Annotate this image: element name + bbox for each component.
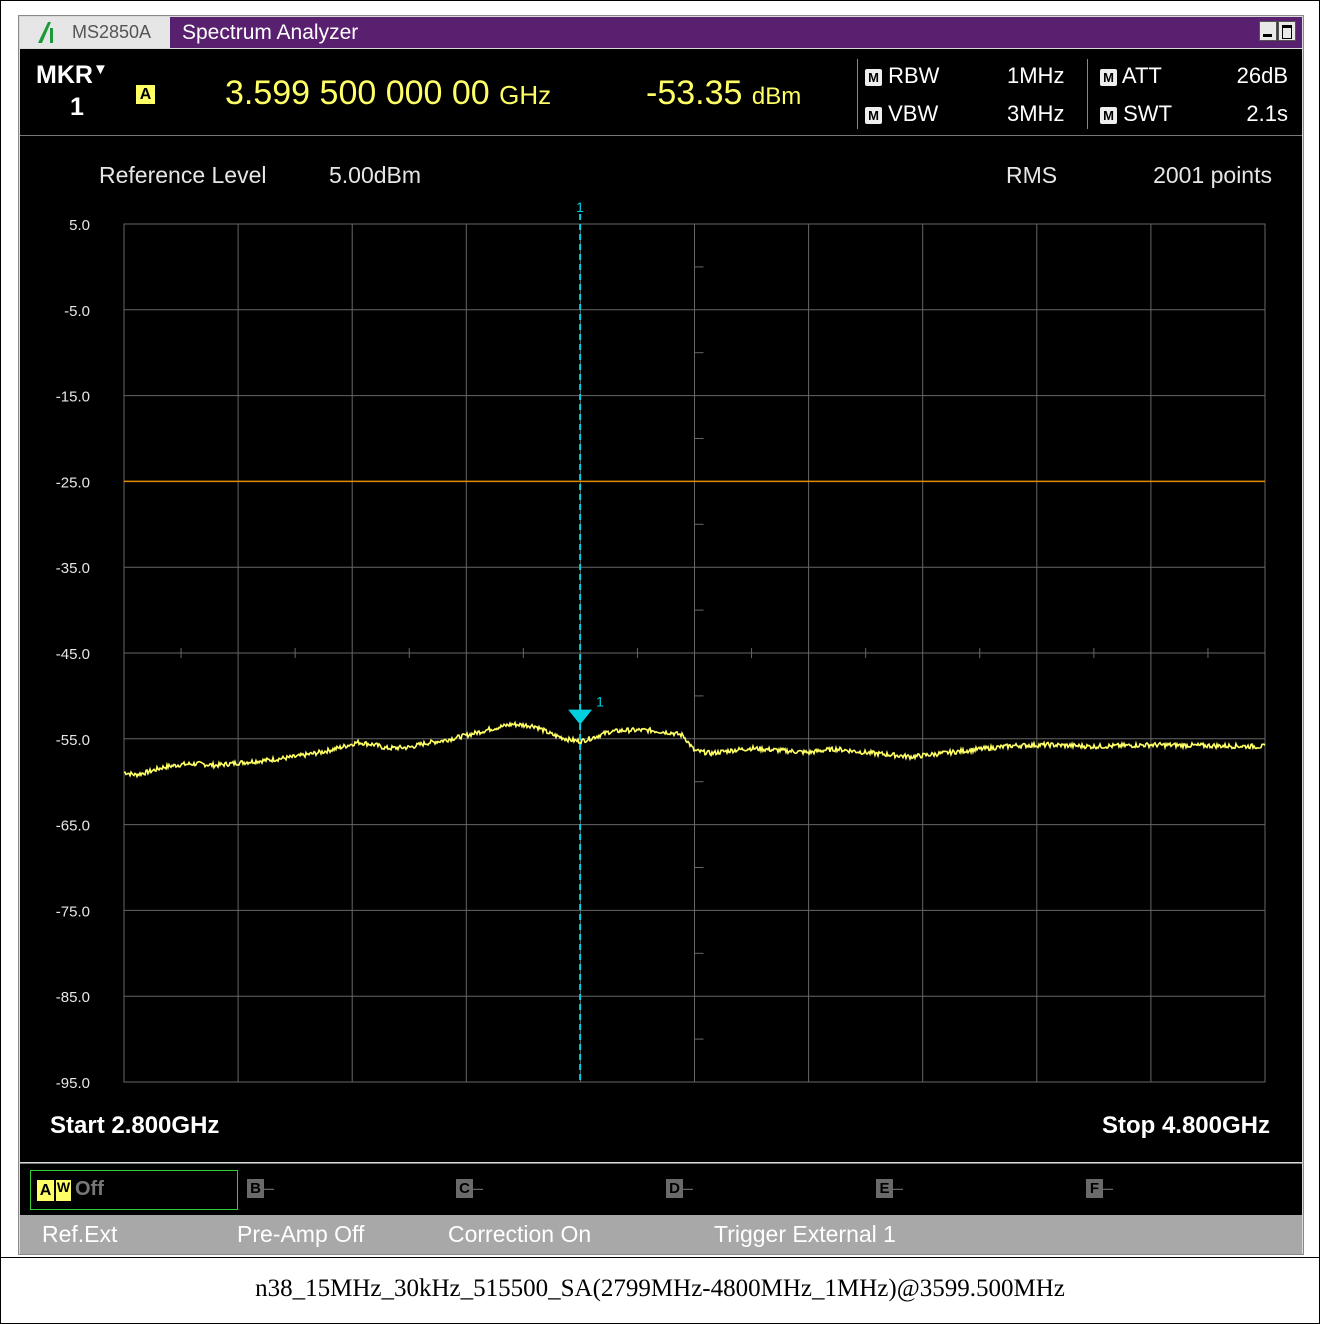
reference-level-value: 5.00dBm	[329, 162, 422, 188]
y-tick-label: -45.0	[56, 646, 90, 663]
trace-f-state: –	[1103, 1178, 1114, 1198]
trace-f-badge: F	[1086, 1179, 1103, 1198]
app-title: Spectrum Analyzer	[182, 21, 359, 44]
y-axis-labels: 5.0 -5.0 -15.0 -25.0 -35.0 -45.0 -55.0 -65.0 -75…	[56, 217, 90, 1092]
y-tick-label: -75.0	[56, 903, 90, 920]
trace-e-state: –	[893, 1178, 904, 1198]
y-tick-label: -65.0	[56, 818, 90, 835]
marker-number: 1	[70, 93, 84, 121]
vbw-text: VBW	[888, 101, 939, 126]
y-tick-label: -5.0	[64, 303, 90, 320]
image-caption: n38_15MHz_30kHz_515500_SA(2799MHz-4800MH…	[255, 1275, 1065, 1302]
mkr-dropdown-icon[interactable]: ▼	[92, 61, 108, 78]
model-name: MS2850A	[72, 22, 152, 42]
y-tick-label: -85.0	[56, 989, 90, 1006]
marker-level-value: -53.35	[646, 74, 743, 112]
status-bar: Ref.Ext Pre-Amp Off Correction On Trigge…	[20, 1215, 1302, 1254]
marker-frequency-unit: GHz	[499, 80, 552, 110]
anritsu-logo-icon	[38, 22, 53, 43]
trace-b-badge: B	[247, 1179, 264, 1198]
marker-1-top-label: 1	[576, 199, 584, 215]
swt-label[interactable]: M SWT	[1100, 101, 1172, 127]
manual-badge: M	[1100, 106, 1117, 124]
marker-level-unit: dBm	[751, 83, 802, 110]
y-tick-label: -15.0	[56, 389, 90, 406]
reference-level-label: Reference Level	[99, 162, 267, 188]
preamp-status: Pre-Amp Off	[237, 1221, 365, 1247]
marker-readout-bar: MKR▼ 1 A 3.599 500 000 00 GHz -53.35 dBm…	[20, 49, 1302, 136]
sweep-points: 2001 points	[1153, 162, 1272, 188]
vbw-label[interactable]: M VBW	[865, 101, 938, 127]
detector-mode: RMS	[1006, 162, 1058, 188]
title-bar: MS2850A Spectrum Analyzer	[20, 17, 1302, 48]
minimize-icon[interactable]	[1259, 21, 1277, 41]
spectrum-display[interactable]: Reference Level 5.00dBm RMS 2001 points …	[20, 136, 1302, 1162]
trace-a-state: Off	[75, 1178, 104, 1200]
att-label[interactable]: M ATT	[1100, 63, 1162, 89]
vbw-value: 3MHz	[1007, 101, 1065, 126]
marker-trace-badge: A	[136, 85, 155, 104]
rbw-text: RBW	[888, 63, 940, 88]
reference-source-status: Ref.Ext	[42, 1221, 118, 1247]
mkr-label[interactable]: MKR▼	[36, 61, 108, 90]
y-tick-label: -25.0	[56, 474, 90, 491]
caption-divider	[1, 1257, 1319, 1258]
trace-selector-bar: A W Off B – C – D – E – F –	[20, 1163, 1302, 1215]
marker-frequency: 3.599 500 000 00 GHz	[225, 74, 551, 113]
marker-level: -53.35 dBm	[646, 74, 801, 113]
rbw-value: 1MHz	[1007, 63, 1065, 88]
trace-f-selector[interactable]: F –	[1086, 1178, 1113, 1199]
att-text: ATT	[1121, 63, 1162, 88]
rbw-label[interactable]: M RBW	[865, 63, 939, 89]
att-value: 26dB	[1236, 63, 1288, 88]
y-tick-label: 5.0	[69, 217, 90, 234]
trace-c-badge: C	[456, 1179, 473, 1198]
trace-a-line	[123, 720, 1266, 779]
marker-frequency-value: 3.599 500 000 00	[225, 74, 490, 112]
trace-d-state: –	[683, 1178, 694, 1198]
y-tick-label: -95.0	[56, 1075, 90, 1092]
trace-d-badge: D	[666, 1179, 683, 1198]
start-frequency: Start 2.800GHz	[50, 1112, 220, 1139]
grid	[123, 223, 1266, 1083]
swt-text: SWT	[1123, 101, 1173, 126]
trace-a-badge: A	[37, 1180, 54, 1201]
manual-badge: M	[865, 68, 882, 86]
trace-c-state: –	[473, 1178, 484, 1198]
trace-c-selector[interactable]: C –	[456, 1178, 483, 1199]
trace-e-badge: E	[876, 1179, 893, 1198]
manual-badge: M	[1100, 68, 1117, 86]
trace-a-mode: W	[56, 1180, 71, 1201]
trace-d-selector[interactable]: D –	[666, 1178, 693, 1199]
trace-a-selector[interactable]: A W Off	[30, 1170, 238, 1210]
correction-status: Correction On	[448, 1221, 592, 1247]
stop-frequency: Stop 4.800GHz	[1101, 1112, 1270, 1139]
manual-badge: M	[865, 106, 882, 124]
trace-e-selector[interactable]: E –	[876, 1178, 903, 1199]
swt-value: 2.1s	[1246, 101, 1288, 126]
maximize-icon[interactable]	[1278, 21, 1296, 41]
trace-b-state: –	[264, 1178, 275, 1198]
model-tab[interactable]: MS2850A	[20, 17, 170, 48]
trigger-status: Trigger External 1	[714, 1221, 896, 1247]
y-tick-label: -55.0	[56, 732, 90, 749]
trace-b-selector[interactable]: B –	[247, 1178, 274, 1199]
marker-1-triangle-icon[interactable]	[568, 709, 593, 725]
y-tick-label: -35.0	[56, 560, 90, 577]
marker-1-label: 1	[596, 694, 604, 710]
spectrum-plot[interactable]: 5.0 -5.0 -15.0 -25.0 -35.0 -45.0 -55.0 -65.0 -75…	[20, 136, 1302, 1162]
spectrum-analyzer-window: MS2850A Spectrum Analyzer MKR▼ 1 A 3.599…	[18, 15, 1304, 1255]
mkr-text: MKR	[36, 61, 93, 89]
